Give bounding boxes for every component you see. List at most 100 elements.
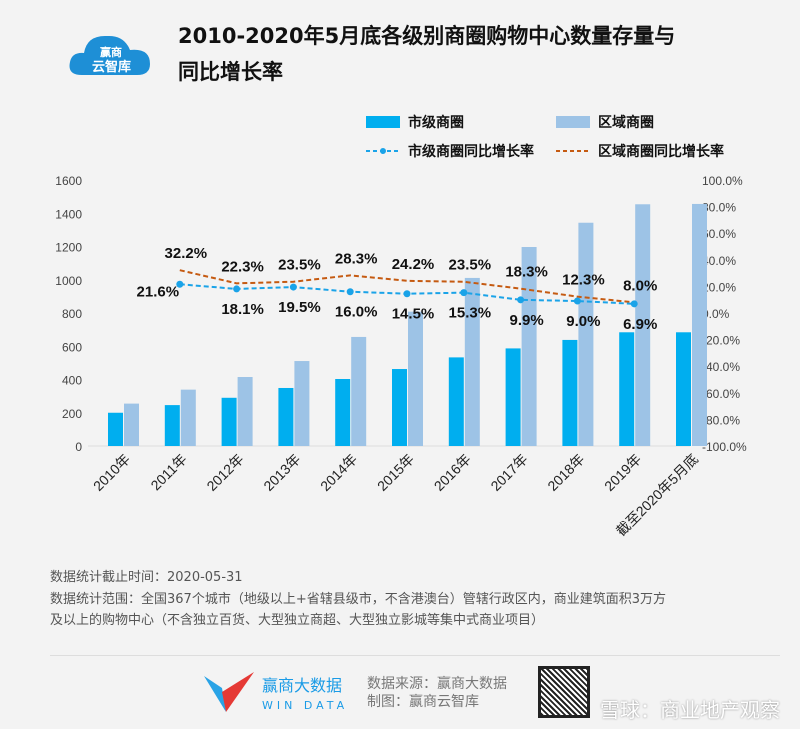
- city-growth-label: 9.9%: [509, 312, 543, 329]
- region-bar: [180, 389, 196, 446]
- note-scope-cont: 及以上的购物中心（不含独立百货、大型独立商超、大型独立影城等集中式商业项目）: [50, 613, 545, 628]
- city-growth-label: 16.0%: [335, 304, 378, 321]
- region-bar: [294, 361, 310, 446]
- right-tick-label: 40.0%: [702, 254, 736, 268]
- right-tick-label: -20.0%: [702, 334, 740, 348]
- left-tick-label: 0: [75, 440, 82, 454]
- city-bar: [448, 357, 464, 446]
- left-tick-label: 400: [62, 374, 82, 388]
- divider: [50, 655, 780, 656]
- city-bar: [562, 339, 578, 446]
- region-growth-label: 24.2%: [392, 256, 435, 273]
- region-bar: [124, 403, 139, 446]
- left-tick-label: 1400: [55, 207, 82, 221]
- note-cutoff: 数据统计截止时间：2020-05-31: [50, 570, 243, 585]
- legend-swatch: [366, 116, 400, 128]
- city-bar: [676, 332, 691, 446]
- brand-en: WIN DATA: [262, 699, 349, 712]
- category-label: 2017年: [487, 451, 530, 494]
- city-growth-point: [346, 288, 354, 296]
- left-tick-label: 800: [62, 307, 82, 321]
- svg-text:赢商: 赢商: [100, 45, 122, 59]
- region-bar: [578, 222, 594, 446]
- left-tick-label: 1600: [55, 174, 82, 188]
- right-tick-label: 80.0%: [702, 201, 736, 215]
- city-bar: [335, 379, 351, 446]
- category-label: 2013年: [260, 451, 303, 494]
- svg-text:云智库: 云智库: [92, 59, 131, 74]
- region-bar: [351, 336, 367, 446]
- chart-area: 0 200 400 600 800 1000 1200 1400 1600 -100.0% -80.…: [55, 174, 747, 539]
- city-bar: [221, 397, 237, 446]
- city-growth-label: 21.6%: [137, 283, 180, 300]
- category-label: 2016年: [431, 451, 474, 494]
- left-tick-label: 200: [62, 407, 82, 421]
- city-growth-point: [573, 297, 581, 305]
- right-tick-label: -60.0%: [702, 387, 740, 401]
- data-source: 数据来源：赢商大数据: [367, 676, 507, 692]
- city-growth-point: [233, 285, 241, 293]
- city-growth-point: [289, 283, 297, 291]
- region-bar: [692, 203, 707, 446]
- right-tick-label: 60.0%: [702, 227, 736, 241]
- region-growth-label: 23.5%: [278, 257, 321, 274]
- city-growth-label: 14.5%: [392, 306, 435, 323]
- yingshang-cloud-logo: 赢商 云智库: [62, 20, 162, 90]
- right-tick-label: -100.0%: [702, 440, 747, 454]
- city-growth-label: 15.3%: [449, 305, 492, 322]
- region-bar: [521, 246, 537, 446]
- chart-maker: 制图：赢商云智库: [367, 694, 479, 710]
- category-label: 2014年: [317, 451, 360, 494]
- city-growth-point: [630, 300, 638, 308]
- city-growth-point: [403, 290, 411, 298]
- region-growth-label: 12.3%: [562, 272, 605, 289]
- city-growth-label: 18.1%: [221, 301, 264, 318]
- right-tick-label: 20.0%: [702, 280, 736, 294]
- category-label: 2015年: [374, 451, 417, 494]
- left-tick-label: 1200: [55, 241, 82, 255]
- region-bar: [408, 311, 423, 446]
- category-label: 2010年: [90, 451, 133, 494]
- brand-cn: 赢商大数据: [262, 676, 343, 695]
- region-bar: [237, 377, 253, 446]
- city-bar: [505, 348, 521, 446]
- right-tick-label: 0.0%: [702, 307, 730, 321]
- category-label: 2011年: [147, 451, 190, 494]
- region-growth-label: 18.3%: [505, 264, 548, 281]
- category-label: 2019年: [601, 451, 644, 494]
- note-scope: 数据统计范围：全国367个城市（地级以上+省辖县级市，不含港澳台）管辖行政区内，…: [50, 592, 666, 607]
- city-growth-point: [460, 289, 468, 297]
- left-tick-label: 600: [62, 340, 82, 354]
- legend-swatch: [556, 116, 590, 128]
- category-label: 2018年: [544, 451, 587, 494]
- legend-city-line: 市级商圈同比增长率: [366, 141, 534, 161]
- windata-logo: [204, 672, 256, 720]
- city-bar: [164, 405, 180, 446]
- legend-region-bar: 区域商圈: [556, 112, 654, 132]
- left-tick-label: 1000: [55, 274, 82, 288]
- right-tick-label: -40.0%: [702, 360, 740, 374]
- city-bar: [619, 332, 635, 446]
- chart-title: 2010-2020年5月底各级别商圈购物中心数量存量与 同比增长率: [178, 24, 676, 84]
- region-growth-label: 8.0%: [623, 277, 657, 294]
- region-bar: [464, 277, 480, 446]
- legend-region-line: 区域商圈同比增长率: [556, 144, 724, 160]
- right-tick-label: -80.0%: [702, 413, 740, 427]
- city-growth-point: [176, 280, 184, 288]
- city-growth-label: 9.0%: [566, 313, 600, 330]
- city-growth-label: 6.9%: [623, 316, 657, 333]
- region-growth-label: 23.5%: [449, 257, 492, 274]
- qr-code: [538, 666, 590, 718]
- city-bar: [278, 387, 294, 446]
- region-growth-label: 28.3%: [335, 250, 378, 267]
- watermark: 雪球：商业地产观察: [600, 698, 780, 722]
- region-growth-label: 32.2%: [165, 245, 208, 262]
- legend-city-bar: 市级商圈: [366, 112, 464, 132]
- city-bar: [108, 412, 123, 446]
- category-label: 2012年: [203, 451, 246, 494]
- city-growth-point: [517, 296, 525, 304]
- city-bar: [392, 369, 407, 446]
- city-growth-label: 19.5%: [278, 299, 321, 316]
- region-bar: [635, 204, 651, 446]
